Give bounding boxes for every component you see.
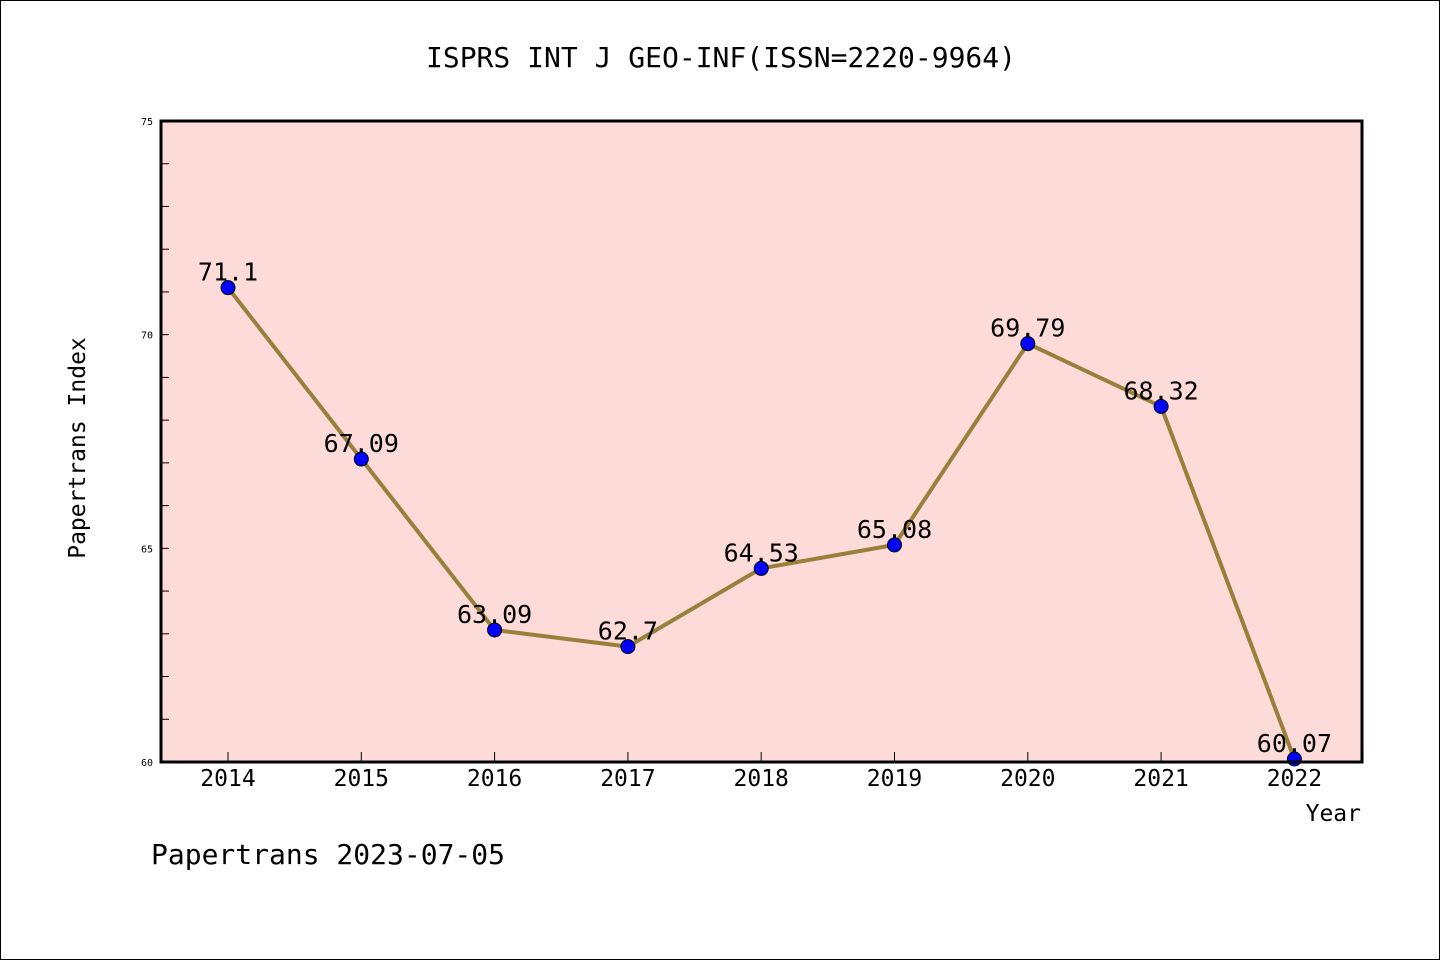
data-label: 62.7 bbox=[598, 617, 658, 646]
data-point bbox=[1153, 398, 1169, 414]
data-point bbox=[887, 537, 902, 553]
x-tick-label: 2020 bbox=[1000, 766, 1055, 792]
data-label: 65.08 bbox=[857, 515, 932, 544]
chart-title: ISPRS INT J GEO-INF(ISSN=2220-9964) bbox=[426, 41, 1016, 74]
plot-border bbox=[159, 119, 1364, 764]
data-point bbox=[220, 280, 236, 296]
series-markers bbox=[220, 280, 1302, 767]
data-point bbox=[753, 560, 769, 576]
data-point bbox=[353, 451, 369, 467]
data-label: 67.09 bbox=[324, 429, 399, 458]
x-tick-label: 2017 bbox=[600, 766, 655, 792]
data-label: 69.79 bbox=[990, 314, 1065, 343]
data-point bbox=[487, 622, 503, 638]
data-label: 64.53 bbox=[724, 538, 799, 567]
data-point bbox=[620, 639, 636, 655]
y-axis-title: Papertrans Index bbox=[65, 337, 91, 559]
x-tick-label: 2014 bbox=[200, 766, 255, 792]
data-labels: 71.1 67.09 63.09 62.7 64.53 65.08 69.79 68.32 60… bbox=[198, 258, 1332, 758]
data-point bbox=[1020, 336, 1036, 352]
x-tick-label: 2016 bbox=[467, 766, 522, 792]
x-axis-title: Year bbox=[1306, 801, 1361, 827]
y-tick-label: 60 bbox=[141, 758, 153, 769]
data-label: 63.09 bbox=[457, 600, 532, 629]
y-tick-label: 75 bbox=[141, 117, 153, 128]
footer-date: Papertrans 2023-07-05 bbox=[151, 838, 505, 871]
x-axis-ticks: 2014 2015 2016 2017 2018 2019 2020 2021 2022 bbox=[200, 752, 1322, 792]
x-tick-label: 2018 bbox=[734, 766, 789, 792]
data-label: 71.1 bbox=[198, 258, 258, 287]
x-tick-label: 2021 bbox=[1133, 766, 1188, 792]
plot-area bbox=[161, 121, 1362, 762]
y-tick-label: 70 bbox=[141, 331, 153, 342]
y-tick-label: 65 bbox=[141, 544, 153, 555]
x-tick-label: 2022 bbox=[1267, 766, 1322, 792]
x-tick-label: 2019 bbox=[867, 766, 922, 792]
x-tick-label: 2015 bbox=[334, 766, 389, 792]
data-label: 68.32 bbox=[1123, 376, 1198, 405]
data-label: 60.07 bbox=[1257, 729, 1332, 758]
